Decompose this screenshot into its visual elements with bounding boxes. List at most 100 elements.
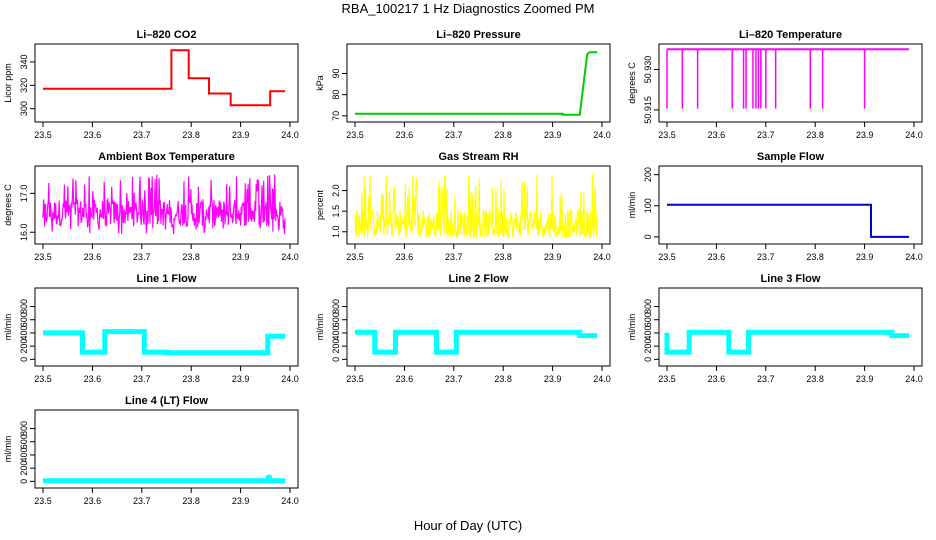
y-axis-label: Licor ppm — [3, 63, 13, 103]
plot-frame — [34, 409, 299, 489]
y-tick-label: 600 — [643, 312, 653, 327]
x-tick-label: 23.7 — [445, 252, 463, 262]
y-tick-label: 17.0 — [19, 185, 29, 203]
x-tick-label: 23.5 — [34, 374, 52, 384]
y-axis-label: ml/min — [3, 436, 13, 463]
y-tick-label: 0 — [19, 479, 29, 484]
y-axis-label: ml/min — [627, 192, 637, 219]
plot-frame — [658, 287, 923, 367]
x-tick-label: 23.5 — [34, 496, 52, 506]
series-line — [664, 329, 910, 355]
x-tick-label: 23.7 — [133, 374, 151, 384]
x-tick-label: 23.8 — [494, 374, 512, 384]
x-tick-label: 24.0 — [281, 496, 299, 506]
x-tick-label: 23.6 — [708, 252, 726, 262]
x-tick-label: 23.5 — [346, 374, 364, 384]
x-tick-label: 23.8 — [806, 252, 824, 262]
x-tick-label: 23.9 — [232, 130, 250, 140]
y-axis-label: ml/min — [627, 314, 637, 341]
x-tick-label: 23.8 — [182, 374, 200, 384]
x-tick-label: 24.0 — [905, 252, 923, 262]
x-tick-label: 23.7 — [445, 374, 463, 384]
x-tick-label: 23.9 — [856, 374, 874, 384]
x-tick-label: 23.8 — [182, 496, 200, 506]
x-tick-label: 23.6 — [84, 130, 102, 140]
y-axis-label: kPa — [315, 75, 325, 91]
panel-title: Line 4 (LT) Flow — [125, 395, 208, 407]
y-tick-label: 200 — [331, 339, 341, 354]
series-line — [42, 174, 286, 235]
x-tick-label: 23.5 — [658, 252, 676, 262]
x-tick-label: 23.6 — [708, 130, 726, 140]
plot-frame — [658, 165, 923, 245]
y-tick-label: 800 — [19, 421, 29, 436]
y-tick-label: 0 — [331, 357, 341, 362]
x-tick-label: 23.7 — [757, 252, 775, 262]
series-line — [355, 329, 598, 355]
series-line — [355, 51, 598, 116]
x-tick-label: 23.5 — [658, 374, 676, 384]
panel-title: Line 2 Flow — [449, 273, 509, 285]
x-tick-label: 23.7 — [133, 130, 151, 140]
panel-title: Line 1 Flow — [137, 273, 197, 285]
plot-frame — [34, 165, 299, 245]
x-tick-label: 23.7 — [445, 130, 463, 140]
plot-frame — [34, 43, 299, 123]
y-tick-label: 340 — [19, 54, 29, 69]
y-tick-label: 16.0 — [19, 223, 29, 241]
x-tick-label: 23.8 — [806, 374, 824, 384]
y-tick-label: 0 — [643, 234, 653, 239]
x-tick-label: 24.0 — [905, 374, 923, 384]
x-tick-label: 23.5 — [658, 130, 676, 140]
x-tick-label: 24.0 — [905, 130, 923, 140]
x-tick-label: 23.9 — [232, 252, 250, 262]
series-line — [354, 174, 598, 239]
y-tick-label: 1.0 — [331, 226, 341, 239]
panel-5: Gas Stream RH percent 23.5 23.6 23.7 23.8 23.9… — [315, 151, 611, 262]
x-tick-label: 23.8 — [806, 130, 824, 140]
x-tick-label: 23.8 — [182, 252, 200, 262]
y-tick-label: 600 — [19, 312, 29, 327]
series-line — [43, 329, 286, 356]
x-tick-label: 24.0 — [281, 374, 299, 384]
panel-2: Li–820 Pressure kPa 23.5 23.6 23.7 23.8 23.9 24… — [315, 29, 611, 140]
y-tick-label: 200 — [19, 461, 29, 476]
panel-1: Li–820 CO2 Licor ppm 23.5 23.6 23.7 23.8 23.9 2… — [3, 29, 299, 140]
x-tick-label: 23.9 — [856, 130, 874, 140]
x-tick-label: 23.9 — [232, 374, 250, 384]
y-axis-label: ml/min — [315, 314, 325, 341]
x-tick-label: 24.0 — [593, 252, 611, 262]
y-tick-label: 600 — [331, 312, 341, 327]
y-axis-label: degrees C — [627, 62, 637, 104]
panel-title: Li–820 Pressure — [436, 29, 520, 41]
y-tick-label: 600 — [19, 434, 29, 449]
y-axis-label: ml/min — [3, 314, 13, 341]
y-tick-label: 1.5 — [331, 205, 341, 218]
series-line — [43, 49, 286, 107]
y-tick-label: 320 — [19, 78, 29, 93]
x-tick-label: 23.6 — [396, 374, 414, 384]
y-tick-label: 800 — [19, 299, 29, 314]
panel-6: Sample Flow ml/min 23.5 23.6 23.7 23.8 23.9 24.… — [627, 151, 923, 262]
x-tick-label: 23.6 — [396, 130, 414, 140]
y-tick-label: 400 — [643, 325, 653, 340]
x-tick-label: 23.6 — [84, 252, 102, 262]
x-tick-label: 23.5 — [346, 252, 364, 262]
x-tick-label: 23.9 — [544, 252, 562, 262]
y-tick-label: 400 — [19, 447, 29, 462]
x-tick-label: 23.8 — [494, 130, 512, 140]
y-tick-label: 200 — [643, 339, 653, 354]
panel-8: Line 2 Flow ml/min 23.5 23.6 23.7 23.8 23.9 24.… — [315, 273, 611, 384]
y-tick-label: 400 — [331, 325, 341, 340]
x-tick-label: 24.0 — [593, 374, 611, 384]
y-tick-label: 90 — [331, 68, 341, 78]
x-tick-label: 23.9 — [544, 374, 562, 384]
x-tick-label: 23.7 — [133, 496, 151, 506]
y-tick-label: 80 — [331, 90, 341, 100]
x-tick-label: 23.5 — [34, 252, 52, 262]
y-tick-label: 50.915 — [643, 96, 653, 124]
panel-title: Li–820 CO2 — [137, 29, 197, 41]
panel-title: Gas Stream RH — [438, 151, 518, 163]
y-tick-label: 0 — [19, 357, 29, 362]
